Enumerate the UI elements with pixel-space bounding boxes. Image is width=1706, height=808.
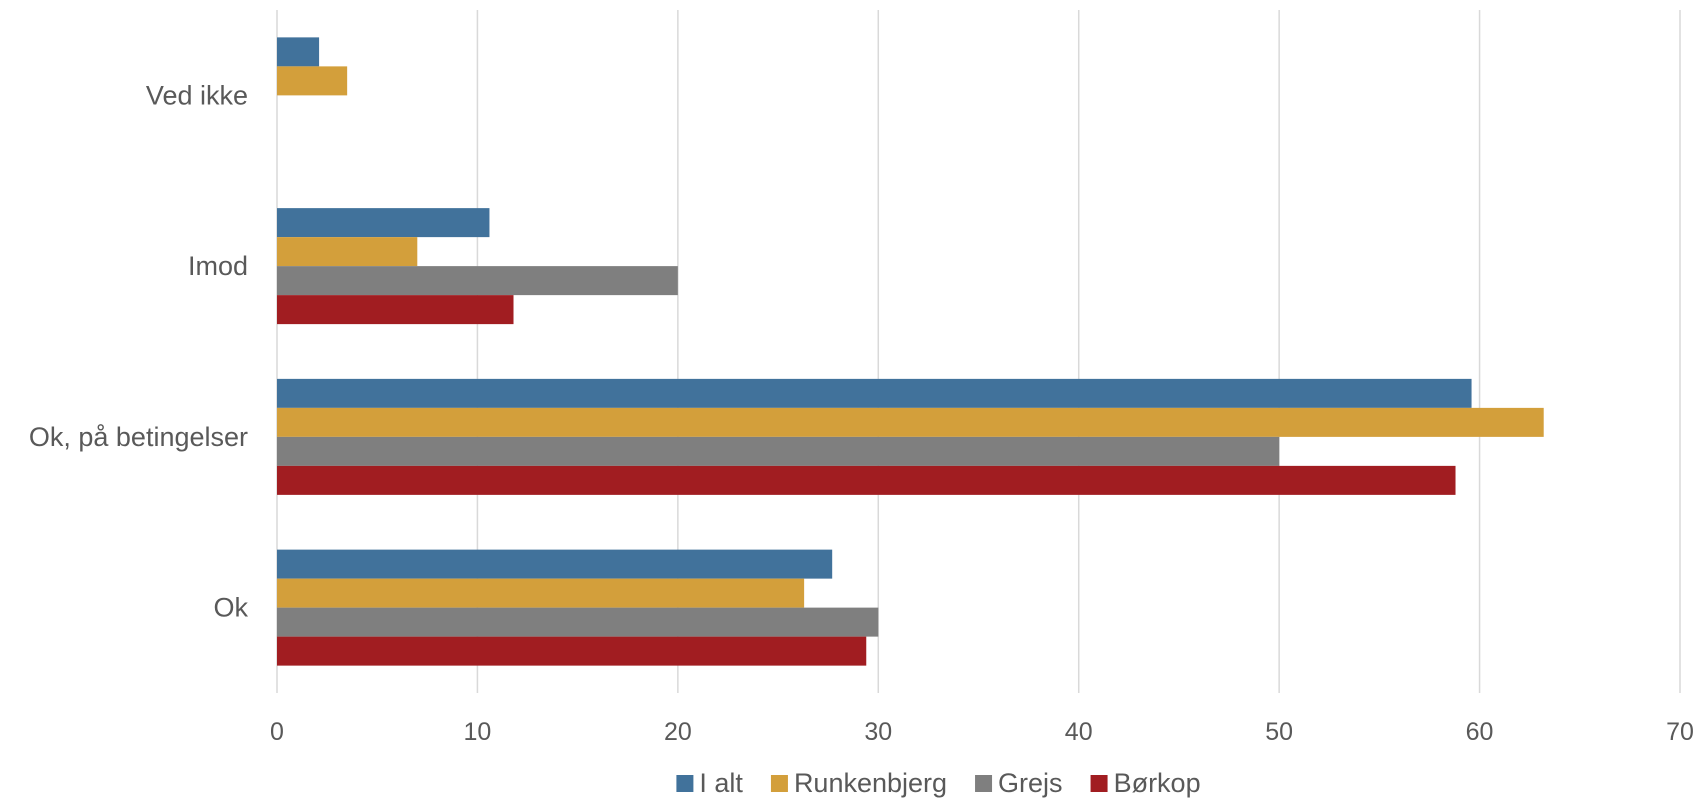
legend-item: Børkop	[1090, 768, 1201, 798]
x-tick-label: 40	[1065, 718, 1093, 746]
bar-børkop	[277, 465, 1456, 495]
bar-runkenbjerg	[277, 407, 1544, 437]
x-tick-label: 20	[664, 718, 692, 746]
x-tick-label: 30	[864, 718, 892, 746]
category-labels: Ok Ok, på betingelser Imod Ved ikke	[29, 80, 249, 622]
bars	[277, 37, 1544, 666]
bar-runkenbjerg	[277, 578, 805, 608]
x-tick-label: 60	[1466, 718, 1494, 746]
legend-swatch	[1090, 775, 1108, 792]
bar-grejs	[277, 607, 879, 637]
legend-swatch	[676, 775, 694, 792]
bar-børkop	[277, 636, 867, 666]
gridlines	[276, 10, 1681, 693]
legend-item: Grejs	[975, 768, 1063, 798]
legend-swatch	[770, 775, 788, 792]
bar-runkenbjerg	[277, 66, 348, 96]
x-tick-labels: 0 10 20 30 40 50 60 70	[270, 718, 1694, 746]
legend-item: Runkenbjerg	[770, 768, 947, 798]
category-label: Ok, på betingelser	[29, 422, 248, 452]
x-tick-label: 0	[270, 718, 284, 746]
category-label: Ok	[213, 593, 248, 623]
legend-label: Grejs	[998, 768, 1063, 798]
bar-i-alt	[277, 37, 320, 67]
x-tick-label: 10	[464, 718, 492, 746]
legend-label: I alt	[699, 768, 743, 798]
bar-i-alt	[277, 208, 490, 238]
category-label: Imod	[188, 251, 248, 281]
legend-label: Børkop	[1114, 768, 1201, 798]
bar-børkop	[277, 295, 514, 325]
bar-runkenbjerg	[277, 237, 418, 267]
legend-item: I alt	[676, 768, 743, 798]
x-tick-label: 70	[1666, 718, 1694, 746]
bar-i-alt	[277, 549, 833, 579]
bar-grejs	[277, 266, 678, 296]
bar-i-alt	[277, 378, 1472, 408]
legend-swatch	[975, 775, 993, 792]
x-tick-label: 50	[1265, 718, 1293, 746]
category-label: Ved ikke	[146, 80, 248, 110]
legend-label: Runkenbjerg	[794, 768, 947, 798]
legend: I alt Runkenbjerg Grejs Børkop	[676, 768, 1201, 798]
bar-grejs	[277, 436, 1280, 466]
